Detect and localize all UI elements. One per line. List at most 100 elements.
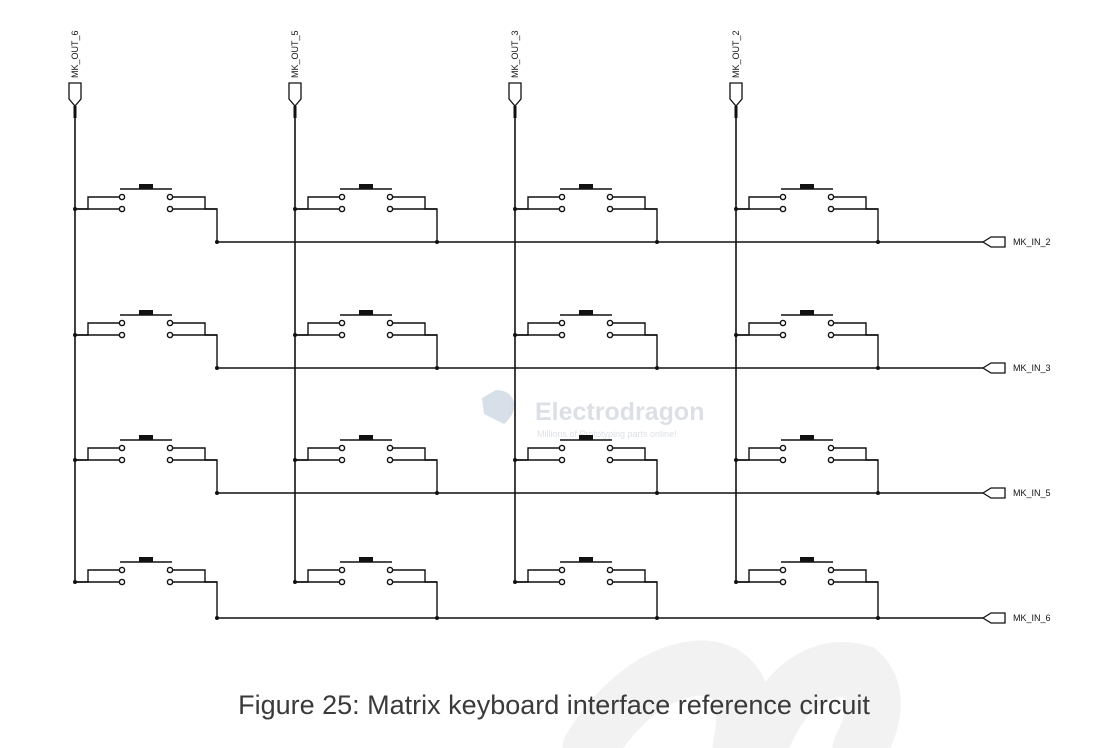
input-port-icon: [981, 487, 1006, 499]
contact-terminal: [118, 319, 126, 327]
contact-terminal: [558, 193, 566, 201]
contact-terminal: [118, 193, 126, 201]
contact-terminal: [827, 456, 835, 464]
pushbutton-switch-icon: [734, 184, 880, 244]
switch-lead-left: [736, 196, 782, 210]
switch-lead-left: [736, 569, 782, 583]
contact-terminal: [606, 566, 614, 574]
input-port-icon: [981, 362, 1006, 374]
watermark-tagline: Millions of Prototyping parts online!: [537, 429, 677, 439]
junction-dot: [73, 580, 77, 584]
switch-lead-right: [171, 447, 218, 493]
switch-lead-left: [736, 447, 782, 461]
contact-terminal: [166, 319, 174, 327]
output-port-icon: [729, 82, 743, 107]
output-label: MK_OUT_6: [70, 30, 80, 78]
contact-terminal: [779, 578, 787, 586]
switch-lead-right: [391, 322, 438, 368]
watermark-large-m-shape: [562, 640, 901, 748]
pushbutton-switch-icon: [513, 310, 659, 370]
watermark-brand: Electrodragon: [535, 398, 704, 426]
switch-lead-left: [295, 322, 341, 336]
pushbutton-switch-icon: [293, 184, 439, 244]
junction-dot: [293, 333, 297, 337]
switch-button-cap: [579, 184, 593, 189]
contact-terminal: [779, 456, 787, 464]
input-label: MK_IN_5: [1013, 488, 1051, 498]
contact-terminal: [779, 444, 787, 452]
junction-dot: [73, 333, 77, 337]
pushbutton-switch-icon: [513, 435, 659, 495]
junction-dot: [734, 458, 738, 462]
junction-dot: [293, 458, 297, 462]
contact-terminal: [338, 578, 346, 586]
junction-dot: [734, 333, 738, 337]
contact-terminal: [606, 319, 614, 327]
watermark-logo-icon: [482, 390, 515, 424]
pushbutton-switch-icon: [513, 557, 659, 620]
contact-terminal: [558, 205, 566, 213]
net-labels: MK_OUT_6 MK_OUT_5 MK_OUT_3 MK_OUT_2 MK_IN_2 M…: [68, 30, 1051, 624]
contact-terminal: [386, 331, 394, 339]
junction-dot: [293, 580, 297, 584]
switch-button-cap: [800, 184, 814, 189]
contact-terminal: [118, 205, 126, 213]
junction-dot: [513, 458, 517, 462]
contact-terminal: [386, 566, 394, 574]
contact-terminal: [338, 444, 346, 452]
contact-terminal: [827, 193, 835, 201]
switch-button-cap: [359, 557, 373, 562]
contact-terminal: [779, 193, 787, 201]
switch-button-cap: [359, 435, 373, 440]
switch-lead-left: [515, 322, 561, 336]
junction-dot: [513, 333, 517, 337]
switch-button-cap: [139, 310, 153, 315]
contact-terminal: [386, 205, 394, 213]
input-label: MK_IN_2: [1013, 237, 1051, 247]
junction-dot: [73, 458, 77, 462]
junction-dot: [435, 616, 439, 620]
pushbutton-switch-icon: [293, 435, 439, 495]
switch-button-cap: [359, 310, 373, 315]
contact-terminal: [166, 566, 174, 574]
switch-lead-left: [515, 447, 561, 461]
switch-button-cap: [579, 310, 593, 315]
contact-terminal: [118, 444, 126, 452]
contact-terminal: [606, 205, 614, 213]
contact-terminal: [606, 193, 614, 201]
contact-terminal: [338, 193, 346, 201]
switch-lead-left: [736, 322, 782, 336]
switch-lead-right: [391, 196, 438, 242]
junction-dot: [215, 616, 219, 620]
switch-button-cap: [139, 184, 153, 189]
switch-lead-left: [515, 196, 561, 210]
contact-terminal: [558, 444, 566, 452]
switch-lead-right: [611, 322, 658, 368]
input-port-icon: [981, 236, 1006, 248]
output-label: MK_OUT_2: [731, 30, 741, 78]
contact-terminal: [118, 566, 126, 574]
contact-terminal: [827, 205, 835, 213]
junction-dot: [876, 616, 880, 620]
contact-terminal: [166, 444, 174, 452]
contact-terminal: [166, 578, 174, 586]
contact-terminal: [118, 331, 126, 339]
pushbutton-switch-icon: [73, 557, 219, 620]
switch-lead-left: [75, 322, 121, 336]
contact-terminal: [558, 331, 566, 339]
contact-terminal: [827, 578, 835, 586]
contact-terminal: [166, 205, 174, 213]
pushbutton-switch-icon: [73, 435, 219, 495]
output-label: MK_OUT_3: [510, 30, 520, 78]
contact-terminal: [779, 205, 787, 213]
figure-caption: Figure 25: Matrix keyboard interface ref…: [238, 690, 870, 720]
contact-terminal: [558, 578, 566, 586]
pushbutton-switch-icon: [73, 184, 219, 244]
switch-button-cap: [800, 557, 814, 562]
contact-terminal: [779, 566, 787, 574]
pushbutton-switch-icon: [734, 557, 880, 620]
switch-button-cap: [579, 435, 593, 440]
contact-terminal: [166, 331, 174, 339]
junction-dot: [734, 580, 738, 584]
junction-dot: [215, 366, 219, 370]
